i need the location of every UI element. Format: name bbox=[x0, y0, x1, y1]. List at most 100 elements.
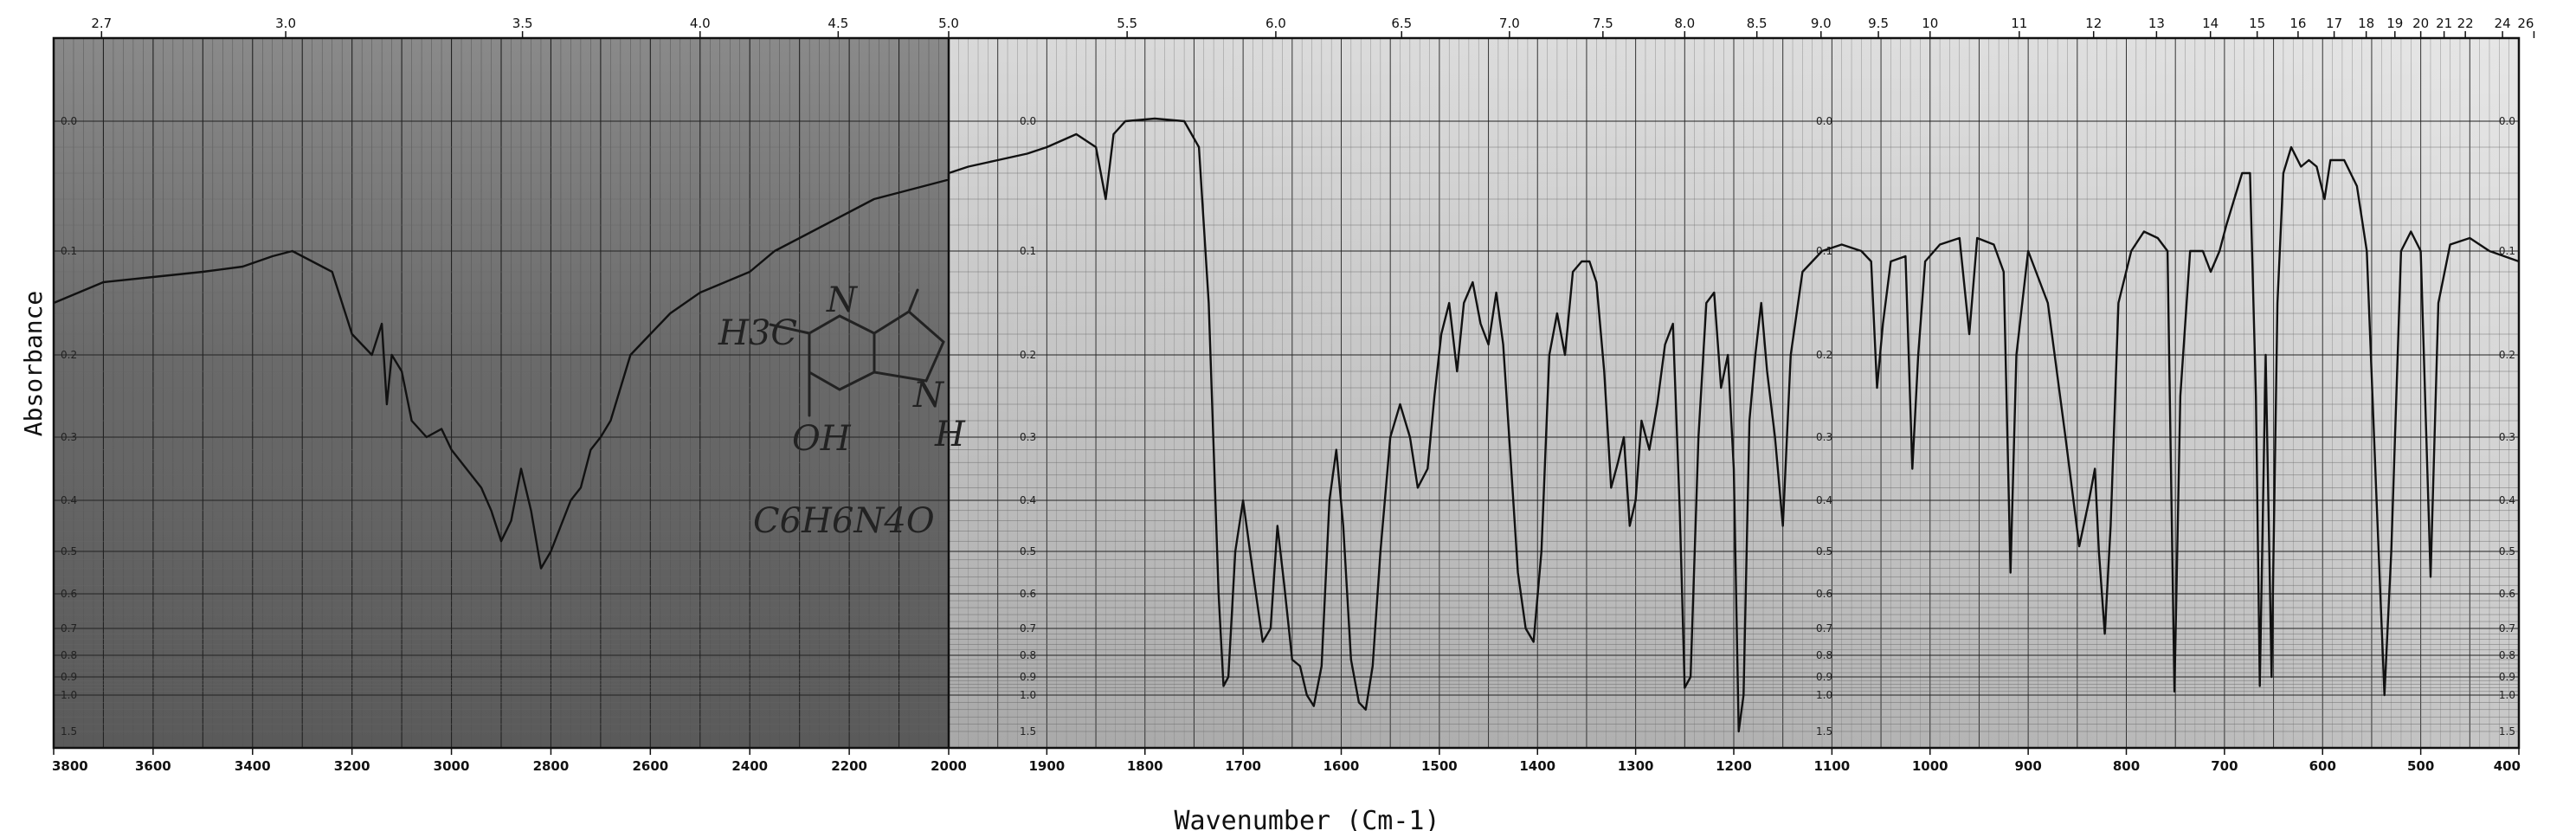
top-tick-label: 26 bbox=[2517, 16, 2534, 31]
y-tick-label: 0.5 bbox=[1020, 545, 1036, 557]
y-tick-label: 0.8 bbox=[1020, 649, 1036, 661]
y-tick-label: 0.9 bbox=[1020, 671, 1036, 683]
top-tick-label: 11 bbox=[2011, 16, 2027, 31]
x-tick-label: 500 bbox=[2407, 758, 2434, 774]
x-tick-label: 1900 bbox=[1029, 758, 1066, 774]
structure-annotation bbox=[769, 288, 945, 417]
x-axis-title: Wavenumber (Cm-1) bbox=[1174, 806, 1439, 831]
y-tick-label: 1.0 bbox=[1816, 689, 1832, 701]
x-tick-label: 1800 bbox=[1127, 758, 1163, 774]
x-tick-label: 800 bbox=[2113, 758, 2140, 774]
plot-frame bbox=[52, 36, 2521, 750]
x-tick-label: 700 bbox=[2211, 758, 2238, 774]
top-tick-label: 7.5 bbox=[1593, 16, 1613, 31]
x-tick-label: 2000 bbox=[931, 758, 967, 774]
x-tick-label: 3200 bbox=[334, 758, 370, 774]
y-tick-label: 0.8 bbox=[61, 649, 77, 661]
top-tick-label: 5.5 bbox=[1117, 16, 1137, 31]
y-tick-label: 0.8 bbox=[1816, 649, 1832, 661]
y-tick-label: 0.6 bbox=[1816, 588, 1832, 600]
top-tick-label: 8.0 bbox=[1674, 16, 1695, 31]
x-tick-label: 1700 bbox=[1225, 758, 1261, 774]
y-tick-label: 0.3 bbox=[2499, 431, 2515, 443]
y-tick-label: 0.0 bbox=[1816, 115, 1832, 127]
y-tick-label: 0.4 bbox=[2499, 494, 2515, 506]
top-tick-label: 8.5 bbox=[1747, 16, 1768, 31]
x-tick-label: 2600 bbox=[632, 758, 668, 774]
x-tick-label: 2400 bbox=[731, 758, 768, 774]
top-tick-label: 4.0 bbox=[690, 16, 711, 31]
y-tick-label: 0.9 bbox=[1816, 671, 1832, 683]
y-tick-label: 0.1 bbox=[2499, 245, 2515, 257]
y-tick-label: 1.0 bbox=[61, 689, 77, 701]
y-tick-label: 1.5 bbox=[1020, 725, 1036, 738]
structure-label-n1: N bbox=[826, 280, 859, 320]
top-tick-label: 2.7 bbox=[91, 16, 112, 31]
top-tick-label: 7.0 bbox=[1499, 16, 1520, 31]
y-tick-label: 0.3 bbox=[61, 431, 77, 443]
y-tick-label: 0.4 bbox=[61, 494, 77, 506]
top-tick-label: 16 bbox=[2289, 16, 2306, 31]
x-tick-label: 1200 bbox=[1716, 758, 1752, 774]
x-tick-label: 1100 bbox=[1814, 758, 1851, 774]
y-tick-label: 0.7 bbox=[2499, 622, 2515, 635]
y-tick-label: 0.1 bbox=[61, 245, 77, 257]
y-tick-label: 1.0 bbox=[1020, 689, 1036, 701]
top-tick-label: 18 bbox=[2358, 16, 2374, 31]
top-tick-label: 9.0 bbox=[1811, 16, 1832, 31]
y-tick-label: 0.5 bbox=[2499, 545, 2515, 557]
series-line bbox=[53, 117, 2520, 733]
bottom-axis-wavenumber: 3800 3600 3400 3200 3000 2800 2600 2400 2200 2000… bbox=[52, 748, 2521, 774]
y-tick-label: 1.5 bbox=[1816, 725, 1832, 738]
x-tick-label: 3600 bbox=[135, 758, 171, 774]
y-tick-label: 0.9 bbox=[2499, 671, 2515, 683]
top-tick-label: 22 bbox=[2457, 16, 2474, 31]
y-tick-label: 0.6 bbox=[1020, 588, 1036, 600]
x-tick-label: 2200 bbox=[831, 758, 867, 774]
top-tick-label: 17 bbox=[2326, 16, 2342, 31]
y-tick-label: 0.0 bbox=[1020, 115, 1036, 127]
x-tick-label: 1300 bbox=[1618, 758, 1654, 774]
x-tick-label: 3800 bbox=[52, 758, 88, 774]
x-tick-label: 1000 bbox=[1912, 758, 1948, 774]
top-tick-label: 15 bbox=[2249, 16, 2265, 31]
top-tick-label: 10 bbox=[1922, 16, 1938, 31]
top-tick-label: 20 bbox=[2412, 16, 2429, 31]
x-tick-label: 600 bbox=[2309, 758, 2336, 774]
top-tick-label: 21 bbox=[2436, 16, 2452, 31]
top-tick-label: 24 bbox=[2495, 16, 2511, 31]
y-tick-label: 0.7 bbox=[1020, 622, 1036, 635]
x-tick-label: 2800 bbox=[533, 758, 570, 774]
top-tick-label: 9.5 bbox=[1868, 16, 1889, 31]
y-tick-label: 0.6 bbox=[2499, 588, 2515, 600]
structure-label-n2: N bbox=[912, 376, 945, 416]
y-tick-label: 0.9 bbox=[61, 671, 77, 683]
top-tick-label: 14 bbox=[2202, 16, 2219, 31]
molecular-formula: C6H6N4O bbox=[753, 501, 935, 541]
y-tick-label: 0.0 bbox=[61, 115, 77, 127]
y-tick-label: 0.3 bbox=[1816, 431, 1832, 443]
x-tick-label: 900 bbox=[2014, 758, 2041, 774]
structure-label-oh: OH bbox=[792, 419, 852, 459]
x-tick-label: 1600 bbox=[1323, 758, 1360, 774]
top-tick-label: 3.0 bbox=[275, 16, 296, 31]
y-tick-label: 0.6 bbox=[61, 588, 77, 600]
x-tick-label: 3000 bbox=[434, 758, 470, 774]
y-tick-label: 1.5 bbox=[61, 725, 77, 738]
structure-label-h3c: H3C bbox=[718, 313, 797, 353]
y-tick-label: 0.7 bbox=[1816, 622, 1832, 635]
y-tick-label: 0.3 bbox=[1020, 431, 1036, 443]
y-tick-label: 0.0 bbox=[2499, 115, 2515, 127]
y-tick-label: 0.2 bbox=[1020, 349, 1036, 361]
top-tick-label: 12 bbox=[2085, 16, 2102, 31]
x-tick-label: 1500 bbox=[1421, 758, 1458, 774]
y-tick-label: 0.2 bbox=[2499, 349, 2515, 361]
x-tick-label: 400 bbox=[2494, 758, 2521, 774]
y-axis-title: Absorbance bbox=[19, 291, 48, 437]
y-tick-label: 0.5 bbox=[1816, 545, 1832, 557]
y-tick-label: 1.0 bbox=[2499, 689, 2515, 701]
top-tick-label: 19 bbox=[2386, 16, 2403, 31]
y-tick-label: 0.4 bbox=[1816, 494, 1832, 506]
y-tick-label: 0.8 bbox=[2499, 649, 2515, 661]
top-axis-micrometer: 2.7 3.0 3.5 4.0 4.5 5.0 5.5 6.0 6.5 7.0 7.5 8.0 8.5 9… bbox=[91, 16, 2535, 38]
